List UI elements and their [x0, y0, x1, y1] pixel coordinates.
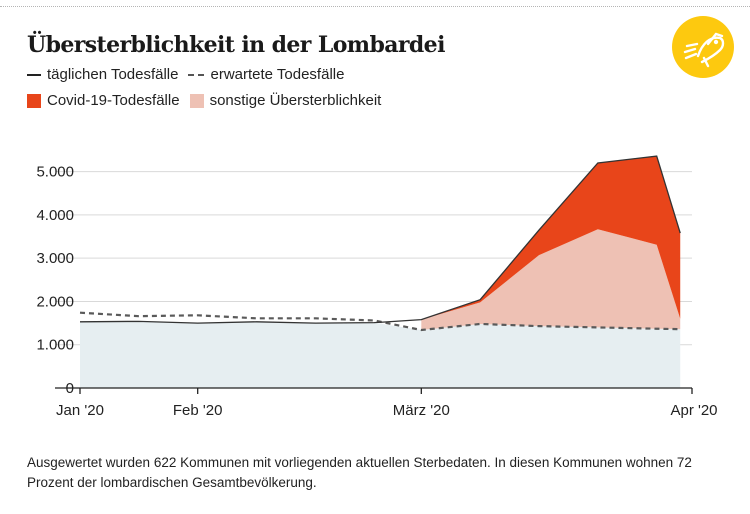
y-tick-label: 2.000 — [36, 293, 74, 310]
legend-row-lines: täglichen Todesfälle erwartete Todesfäll… — [27, 66, 354, 83]
x-tick-label: Feb '20 — [173, 402, 223, 419]
x-tick-label: Apr '20 — [670, 402, 717, 419]
other-excess-color-swatch — [189, 93, 204, 108]
legend-item-expected: erwartete Todesfälle — [188, 66, 344, 83]
legend-row-areas: Covid-19-Todesfälle sonstige Übersterbli… — [27, 92, 391, 109]
chart-title: Übersterblichkeit in der Lombardei — [27, 32, 445, 58]
y-tick-label: 3.000 — [36, 250, 74, 267]
baseline-deaths-area — [80, 321, 681, 388]
legend-label-expected: erwartete Todesfälle — [210, 66, 345, 83]
dashed-line-swatch — [188, 73, 205, 76]
y-tick-label: 1.000 — [36, 337, 74, 354]
daily-deaths-line — [79, 155, 681, 324]
covid-deaths-area — [421, 156, 681, 320]
x-tick-label: März '20 — [393, 402, 450, 419]
legend-item-daily: täglichen Todesfälle — [27, 66, 178, 83]
covid-color-swatch — [27, 93, 41, 108]
footnote: Ausgewertet wurden 622 Kommunen mit vorl… — [27, 455, 692, 490]
top-dotted-rule — [0, 6, 750, 7]
other-excess-area — [421, 229, 681, 331]
legend-label-other: sonstige Übersterblichkeit — [209, 92, 382, 109]
legend-label-covid: Covid-19-Todesfälle — [47, 92, 180, 109]
publisher-logo-icon — [672, 16, 734, 78]
expected-deaths-line — [79, 311, 681, 332]
y-tick-label: 5.000 — [36, 164, 74, 181]
legend-label-daily: täglichen Todesfälle — [47, 66, 179, 83]
solid-line-swatch — [27, 73, 41, 76]
legend-item-covid: Covid-19-Todesfälle — [27, 92, 180, 109]
legend-item-other: sonstige Übersterblichkeit — [189, 92, 382, 109]
x-tick-label: Jan '20 — [56, 402, 104, 419]
y-tick-label: 4.000 — [36, 207, 74, 224]
